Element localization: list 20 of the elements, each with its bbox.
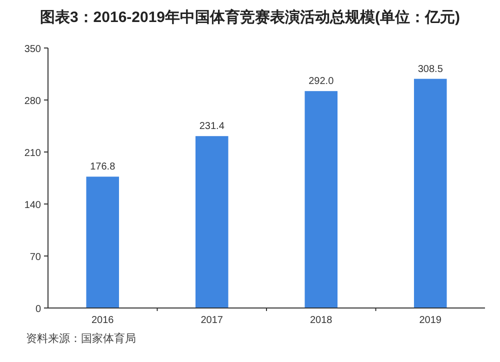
x-tick-label: 2019 xyxy=(419,315,442,326)
x-tick-label: 2016 xyxy=(92,315,114,326)
bar xyxy=(304,91,338,308)
y-tick-label: 70 xyxy=(30,252,42,263)
bar xyxy=(195,136,228,308)
text: 资料来源：国家体育局 xyxy=(26,332,136,345)
data-label: 231.4 xyxy=(199,121,225,132)
y-tick-label: 350 xyxy=(24,44,42,55)
x-tick-label: 2018 xyxy=(310,315,333,326)
chart-title: 图表3：2016-2019年中国体育竞赛表演活动总规模(单位：亿元) xyxy=(40,8,460,26)
y-tick-label: 140 xyxy=(24,200,42,211)
data-label: 176.8 xyxy=(90,162,116,173)
data-label: 308.5 xyxy=(418,64,444,75)
y-tick-label: 0 xyxy=(35,304,42,315)
bar xyxy=(414,78,447,308)
y-tick-label: 210 xyxy=(24,148,42,159)
y-tick-label: 280 xyxy=(24,96,42,107)
x-tick-label: 2017 xyxy=(200,315,224,326)
bar xyxy=(86,176,120,308)
data-label: 292.0 xyxy=(308,76,334,88)
